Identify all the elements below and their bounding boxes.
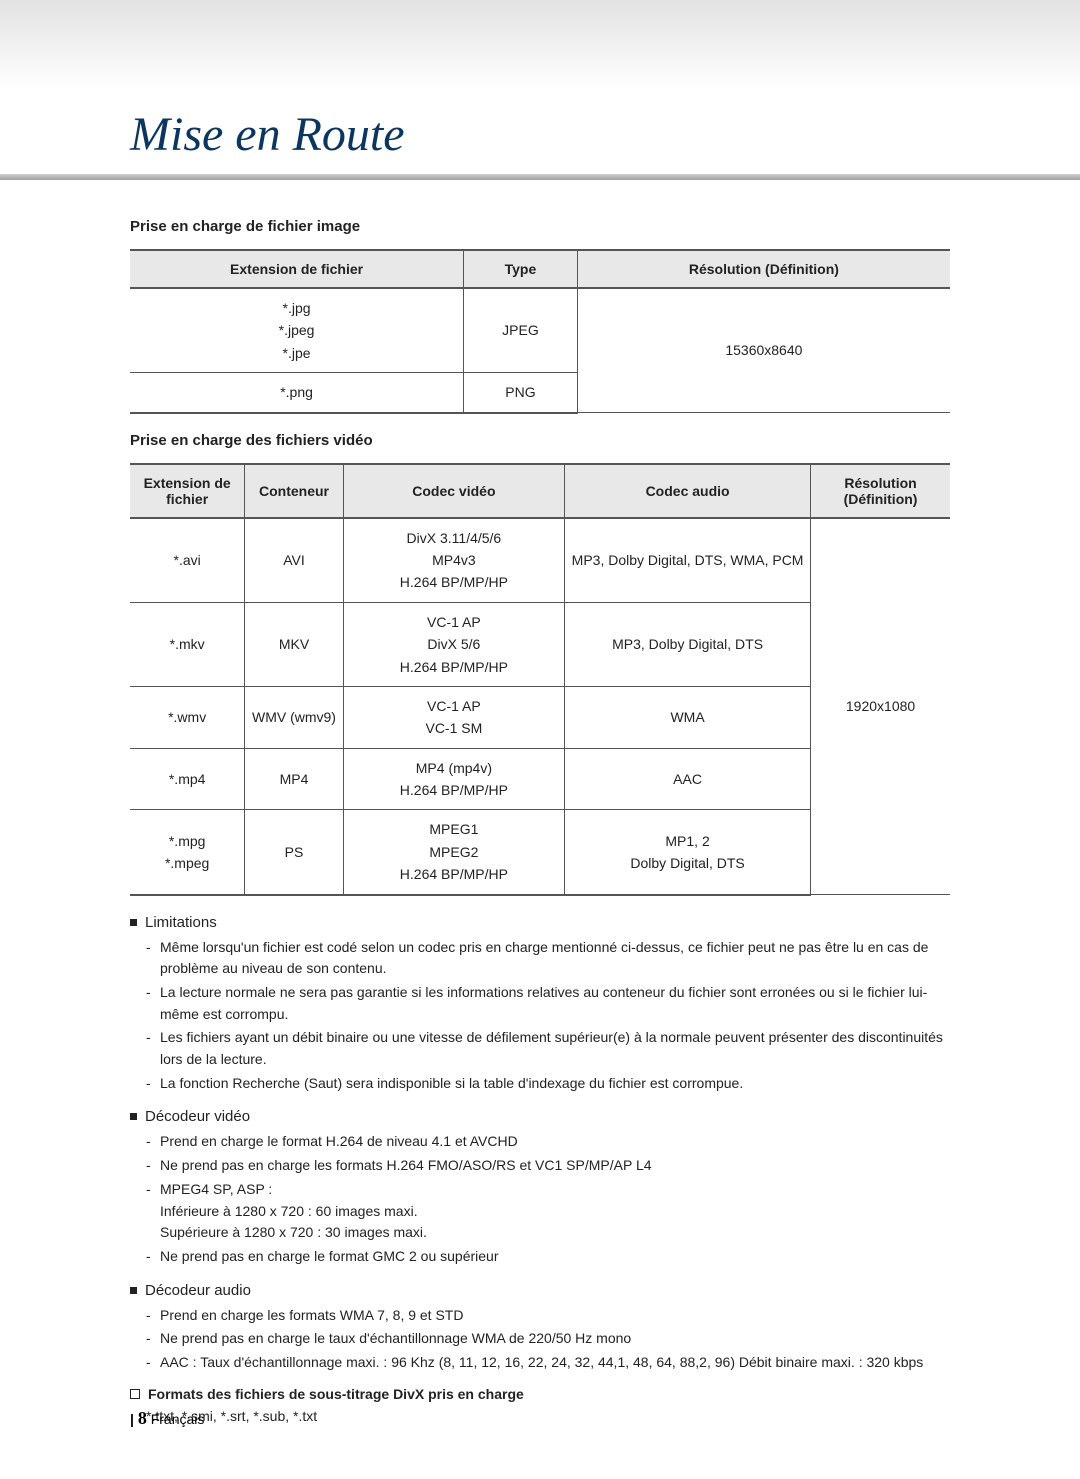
adecoder-label: Décodeur audio: [145, 1282, 251, 1299]
image-support-table: Extension de fichier Type Résolution (Dé…: [130, 249, 950, 414]
col-ext: Extension de fichier: [130, 250, 464, 288]
cell-acodec: MP3, Dolby Digital, DTS: [565, 602, 811, 686]
table-row: *.aviAVIDivX 3.11/4/5/6MP4v3H.264 BP/MP/…: [130, 518, 950, 603]
cell-vcodec: VC-1 APDivX 5/6H.264 BP/MP/HP: [343, 602, 564, 686]
list-item: Ne prend pas en charge les formats H.264…: [146, 1155, 950, 1177]
limitations-list: Même lorsqu'un fichier est codé selon un…: [146, 937, 950, 1095]
cell-cont: MP4: [245, 748, 343, 810]
list-item: La fonction Recherche (Saut) sera indisp…: [146, 1073, 950, 1095]
vdecoder-label: Décodeur vidéo: [145, 1108, 250, 1125]
video-section-heading: Prise en charge des fichiers vidéo: [130, 432, 950, 449]
cell-type: JPEG: [464, 288, 578, 373]
cell-ext: *.png: [130, 373, 464, 413]
subtitles-label: Formats des fichiers de sous-titrage Div…: [148, 1386, 524, 1402]
cell-vcodec: MPEG1MPEG2H.264 BP/MP/HP: [343, 810, 564, 895]
col-acodec: Codec audio: [565, 464, 811, 518]
cell-cont: MKV: [245, 602, 343, 686]
list-item: Prend en charge le format H.264 de nivea…: [146, 1131, 950, 1153]
cell-ext: *.mkv: [130, 602, 245, 686]
cell-type: PNG: [464, 373, 578, 413]
image-table-body: *.jpg*.jpeg*.jpeJPEG15360x8640*.pngPNG: [130, 288, 950, 413]
cell-cont: WMV (wmv9): [245, 686, 343, 748]
cell-ext: *.avi: [130, 518, 245, 603]
image-section-heading: Prise en charge de fichier image: [130, 218, 950, 235]
list-subitem: Supérieure à 1280 x 720 : 30 images maxi…: [160, 1222, 950, 1244]
cell-acodec: WMA: [565, 686, 811, 748]
cell-ext: *.mpg*.mpeg: [130, 810, 245, 895]
cell-res: 1920x1080: [811, 518, 950, 895]
subtitles-text: *.ttxt, *.smi, *.srt, *.sub, *.txt: [146, 1408, 950, 1424]
cell-cont: PS: [245, 810, 343, 895]
col-res: Résolution (Définition): [577, 250, 950, 288]
cell-vcodec: DivX 3.11/4/5/6MP4v3H.264 BP/MP/HP: [343, 518, 564, 603]
col-res: Résolution (Définition): [811, 464, 950, 518]
list-item: La lecture normale ne sera pas garantie …: [146, 982, 950, 1025]
page: Mise en Route Prise en charge de fichier…: [0, 0, 1080, 1479]
video-table-body: *.aviAVIDivX 3.11/4/5/6MP4v3H.264 BP/MP/…: [130, 518, 950, 895]
table-row: *.jpg*.jpeg*.jpeJPEG15360x8640: [130, 288, 950, 373]
top-gradient: [0, 0, 1080, 90]
col-type: Type: [464, 250, 578, 288]
list-item: Prend en charge les formats WMA 7, 8, 9 …: [146, 1305, 950, 1327]
list-item: Même lorsqu'un fichier est codé selon un…: [146, 937, 950, 980]
square-bullet-icon: [130, 1287, 137, 1294]
square-bullet-icon: [130, 1113, 137, 1120]
cell-ext: *.wmv: [130, 686, 245, 748]
content: Prise en charge de fichier image Extensi…: [0, 180, 1080, 1424]
subtitles-heading: Formats des fichiers de sous-titrage Div…: [130, 1386, 950, 1402]
col-vcodec: Codec vidéo: [343, 464, 564, 518]
footer-lang: Français: [151, 1411, 205, 1427]
list-subitem: Inférieure à 1280 x 720 : 60 images maxi…: [160, 1201, 950, 1223]
footer-bar: |: [130, 1411, 138, 1427]
adecoder-heading: Décodeur audio: [130, 1282, 950, 1299]
list-item: MPEG4 SP, ASP :Inférieure à 1280 x 720 :…: [146, 1179, 950, 1244]
header-band: Mise en Route: [0, 100, 1080, 180]
outline-square-icon: [130, 1389, 140, 1399]
adecoder-list: Prend en charge les formats WMA 7, 8, 9 …: [146, 1305, 950, 1374]
cell-res: 15360x8640: [577, 288, 950, 413]
list-item: AAC : Taux d'échantillonnage maxi. : 96 …: [146, 1352, 950, 1374]
cell-acodec: MP1, 2Dolby Digital, DTS: [565, 810, 811, 895]
square-bullet-icon: [130, 919, 137, 926]
list-item: Les fichiers ayant un débit binaire ou u…: [146, 1027, 950, 1070]
page-number: 8: [138, 1408, 147, 1428]
list-item: Ne prend pas en charge le format GMC 2 o…: [146, 1246, 950, 1268]
cell-vcodec: VC-1 APVC-1 SM: [343, 686, 564, 748]
vdecoder-list: Prend en charge le format H.264 de nivea…: [146, 1131, 950, 1267]
limitations-label: Limitations: [145, 914, 217, 931]
cell-ext: *.mp4: [130, 748, 245, 810]
page-footer: | 8 Français: [130, 1408, 204, 1429]
cell-ext: *.jpg*.jpeg*.jpe: [130, 288, 464, 373]
cell-acodec: MP3, Dolby Digital, DTS, WMA, PCM: [565, 518, 811, 603]
cell-cont: AVI: [245, 518, 343, 603]
vdecoder-heading: Décodeur vidéo: [130, 1108, 950, 1125]
page-title: Mise en Route: [0, 100, 1080, 170]
video-support-table: Extension de fichier Conteneur Codec vid…: [130, 463, 950, 896]
cell-vcodec: MP4 (mp4v)H.264 BP/MP/HP: [343, 748, 564, 810]
cell-acodec: AAC: [565, 748, 811, 810]
col-ext: Extension de fichier: [130, 464, 245, 518]
col-cont: Conteneur: [245, 464, 343, 518]
limitations-heading: Limitations: [130, 914, 950, 931]
list-item: Ne prend pas en charge le taux d'échanti…: [146, 1328, 950, 1350]
